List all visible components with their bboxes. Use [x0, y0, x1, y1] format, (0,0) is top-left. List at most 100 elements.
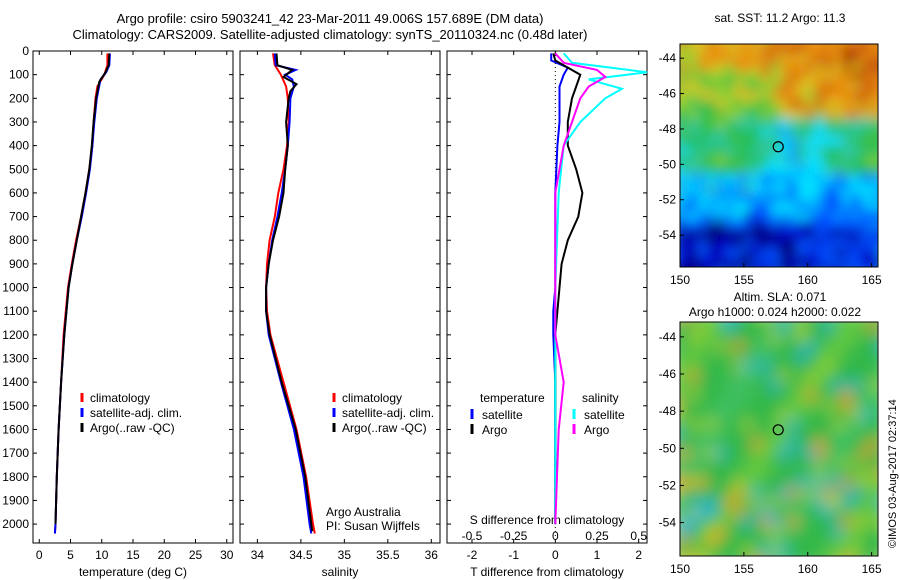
sst-map-cell [698, 211, 708, 222]
sst-map-cell [770, 118, 780, 129]
sst-map-cell [824, 192, 834, 203]
sst-map-cell [770, 164, 780, 176]
sst-map-cell [680, 44, 690, 55]
sst-map-cell [824, 53, 834, 64]
sst-map-cell [833, 118, 843, 129]
sst-map-cell [788, 257, 798, 267]
sla-map-cell [815, 361, 825, 372]
sla-map-cell [815, 448, 825, 460]
sst-map-cell [743, 183, 753, 194]
sla-map-cell [788, 448, 798, 460]
sla-map-cell [689, 487, 699, 499]
sla-map-cell [797, 478, 807, 489]
sla-map-cell [797, 487, 807, 499]
sla-map-cell [716, 370, 726, 382]
sst-map-cell [788, 211, 798, 222]
sst-map-cell [788, 136, 798, 148]
sla-map-cell [860, 517, 870, 528]
sla-map-cell [869, 361, 878, 372]
sst-map-ytick-label: -54 [659, 228, 677, 242]
sst-map-cell [779, 99, 789, 111]
sla-map-title-line2: Argo h1000: 0.024 h2000: 0.022 [689, 305, 861, 319]
sla-map-cell [779, 468, 789, 479]
sla-map-cell [815, 341, 825, 353]
sst-map-cell [824, 183, 834, 194]
sst-map-cell [833, 71, 843, 83]
sla-map-cell [788, 546, 798, 556]
sla-map-cell [806, 419, 816, 431]
sst-map-cell [680, 127, 690, 138]
salinity-xtick-label: 34 [251, 548, 265, 562]
sla-map-cell [689, 380, 699, 392]
sst-map-cell [878, 137, 888, 147]
sla-map-cell [851, 331, 861, 343]
sla-map-cell [860, 429, 870, 440]
sla-map-cell [689, 517, 699, 528]
sla-map-cell [779, 536, 789, 548]
sst-map-cell [779, 257, 789, 267]
sla-map-cell [716, 322, 726, 333]
sst-map-cell [707, 71, 717, 83]
sst-map-cell [869, 146, 878, 157]
sst-map-cell [851, 248, 861, 259]
sla-map-cell [743, 351, 753, 362]
sla-map-cell [797, 331, 807, 343]
sst-map-cell [869, 192, 878, 203]
sst-map-cell [761, 90, 771, 101]
sst-map-cell [878, 90, 888, 100]
sst-map-cell [725, 257, 735, 267]
sst-map-cell [779, 164, 789, 176]
sla-map-cell [752, 497, 762, 509]
sst-map-cell [851, 62, 861, 73]
sst-map-cell [842, 201, 852, 213]
sla-map-cell [698, 341, 708, 353]
sst-map-cell [707, 192, 717, 203]
sst-map-cell [734, 257, 744, 267]
sst-map-cell [851, 164, 861, 176]
sst-map-cell [716, 44, 726, 45]
sst-map-cell [779, 248, 789, 259]
sla-map-cell [734, 322, 744, 333]
sst-map-cell [779, 127, 789, 138]
sla-map-cell [833, 546, 843, 556]
sla-map-cell [878, 371, 888, 382]
sst-map-cell [734, 201, 744, 213]
sla-map-cell [851, 546, 861, 556]
sla-map-cell [761, 331, 771, 343]
sst-map-cell [761, 201, 771, 213]
sst-map-cell [716, 174, 726, 185]
sst-map-cell [788, 146, 798, 157]
sst-map-cell [743, 62, 753, 73]
sst-map-cell [815, 164, 825, 176]
sst-map-ytick-label: -48 [659, 122, 677, 136]
sst-map-cell [833, 155, 843, 166]
sla-map-cell [860, 478, 870, 489]
salinity-xlabel: salinity [322, 565, 359, 579]
sst-map-cell [878, 193, 888, 203]
sla-map-cell [689, 351, 699, 362]
sla-map-cell [815, 429, 825, 440]
sst-map-cell [707, 174, 717, 185]
temperature-xlabel: temperature (deg C) [79, 565, 187, 579]
sla-map-cell [734, 380, 744, 392]
sst-map-cell [842, 174, 852, 185]
sla-map-cell [752, 400, 762, 411]
sst-map-cell [788, 90, 798, 101]
sst-map-cell [797, 155, 807, 166]
sst-map-cell [851, 239, 861, 250]
sst-map-cell [815, 99, 825, 111]
sla-map-cell [878, 332, 888, 343]
salinity-legend-label: satellite-adj. clim. [342, 406, 434, 420]
difference-frame [446, 50, 648, 544]
sla-map-cell [788, 390, 798, 401]
sst-map-cell [680, 146, 690, 157]
sla-map-cell [842, 448, 852, 460]
sla-map-cell [770, 409, 780, 421]
sst-map-cell [851, 146, 861, 157]
sst-map-cell [851, 257, 861, 267]
sla-map-cell [725, 429, 735, 440]
sst-map-cell [761, 211, 771, 222]
sla-map-cell [743, 409, 753, 421]
sst-map-cell [797, 164, 807, 176]
sst-map-cell [833, 99, 843, 111]
